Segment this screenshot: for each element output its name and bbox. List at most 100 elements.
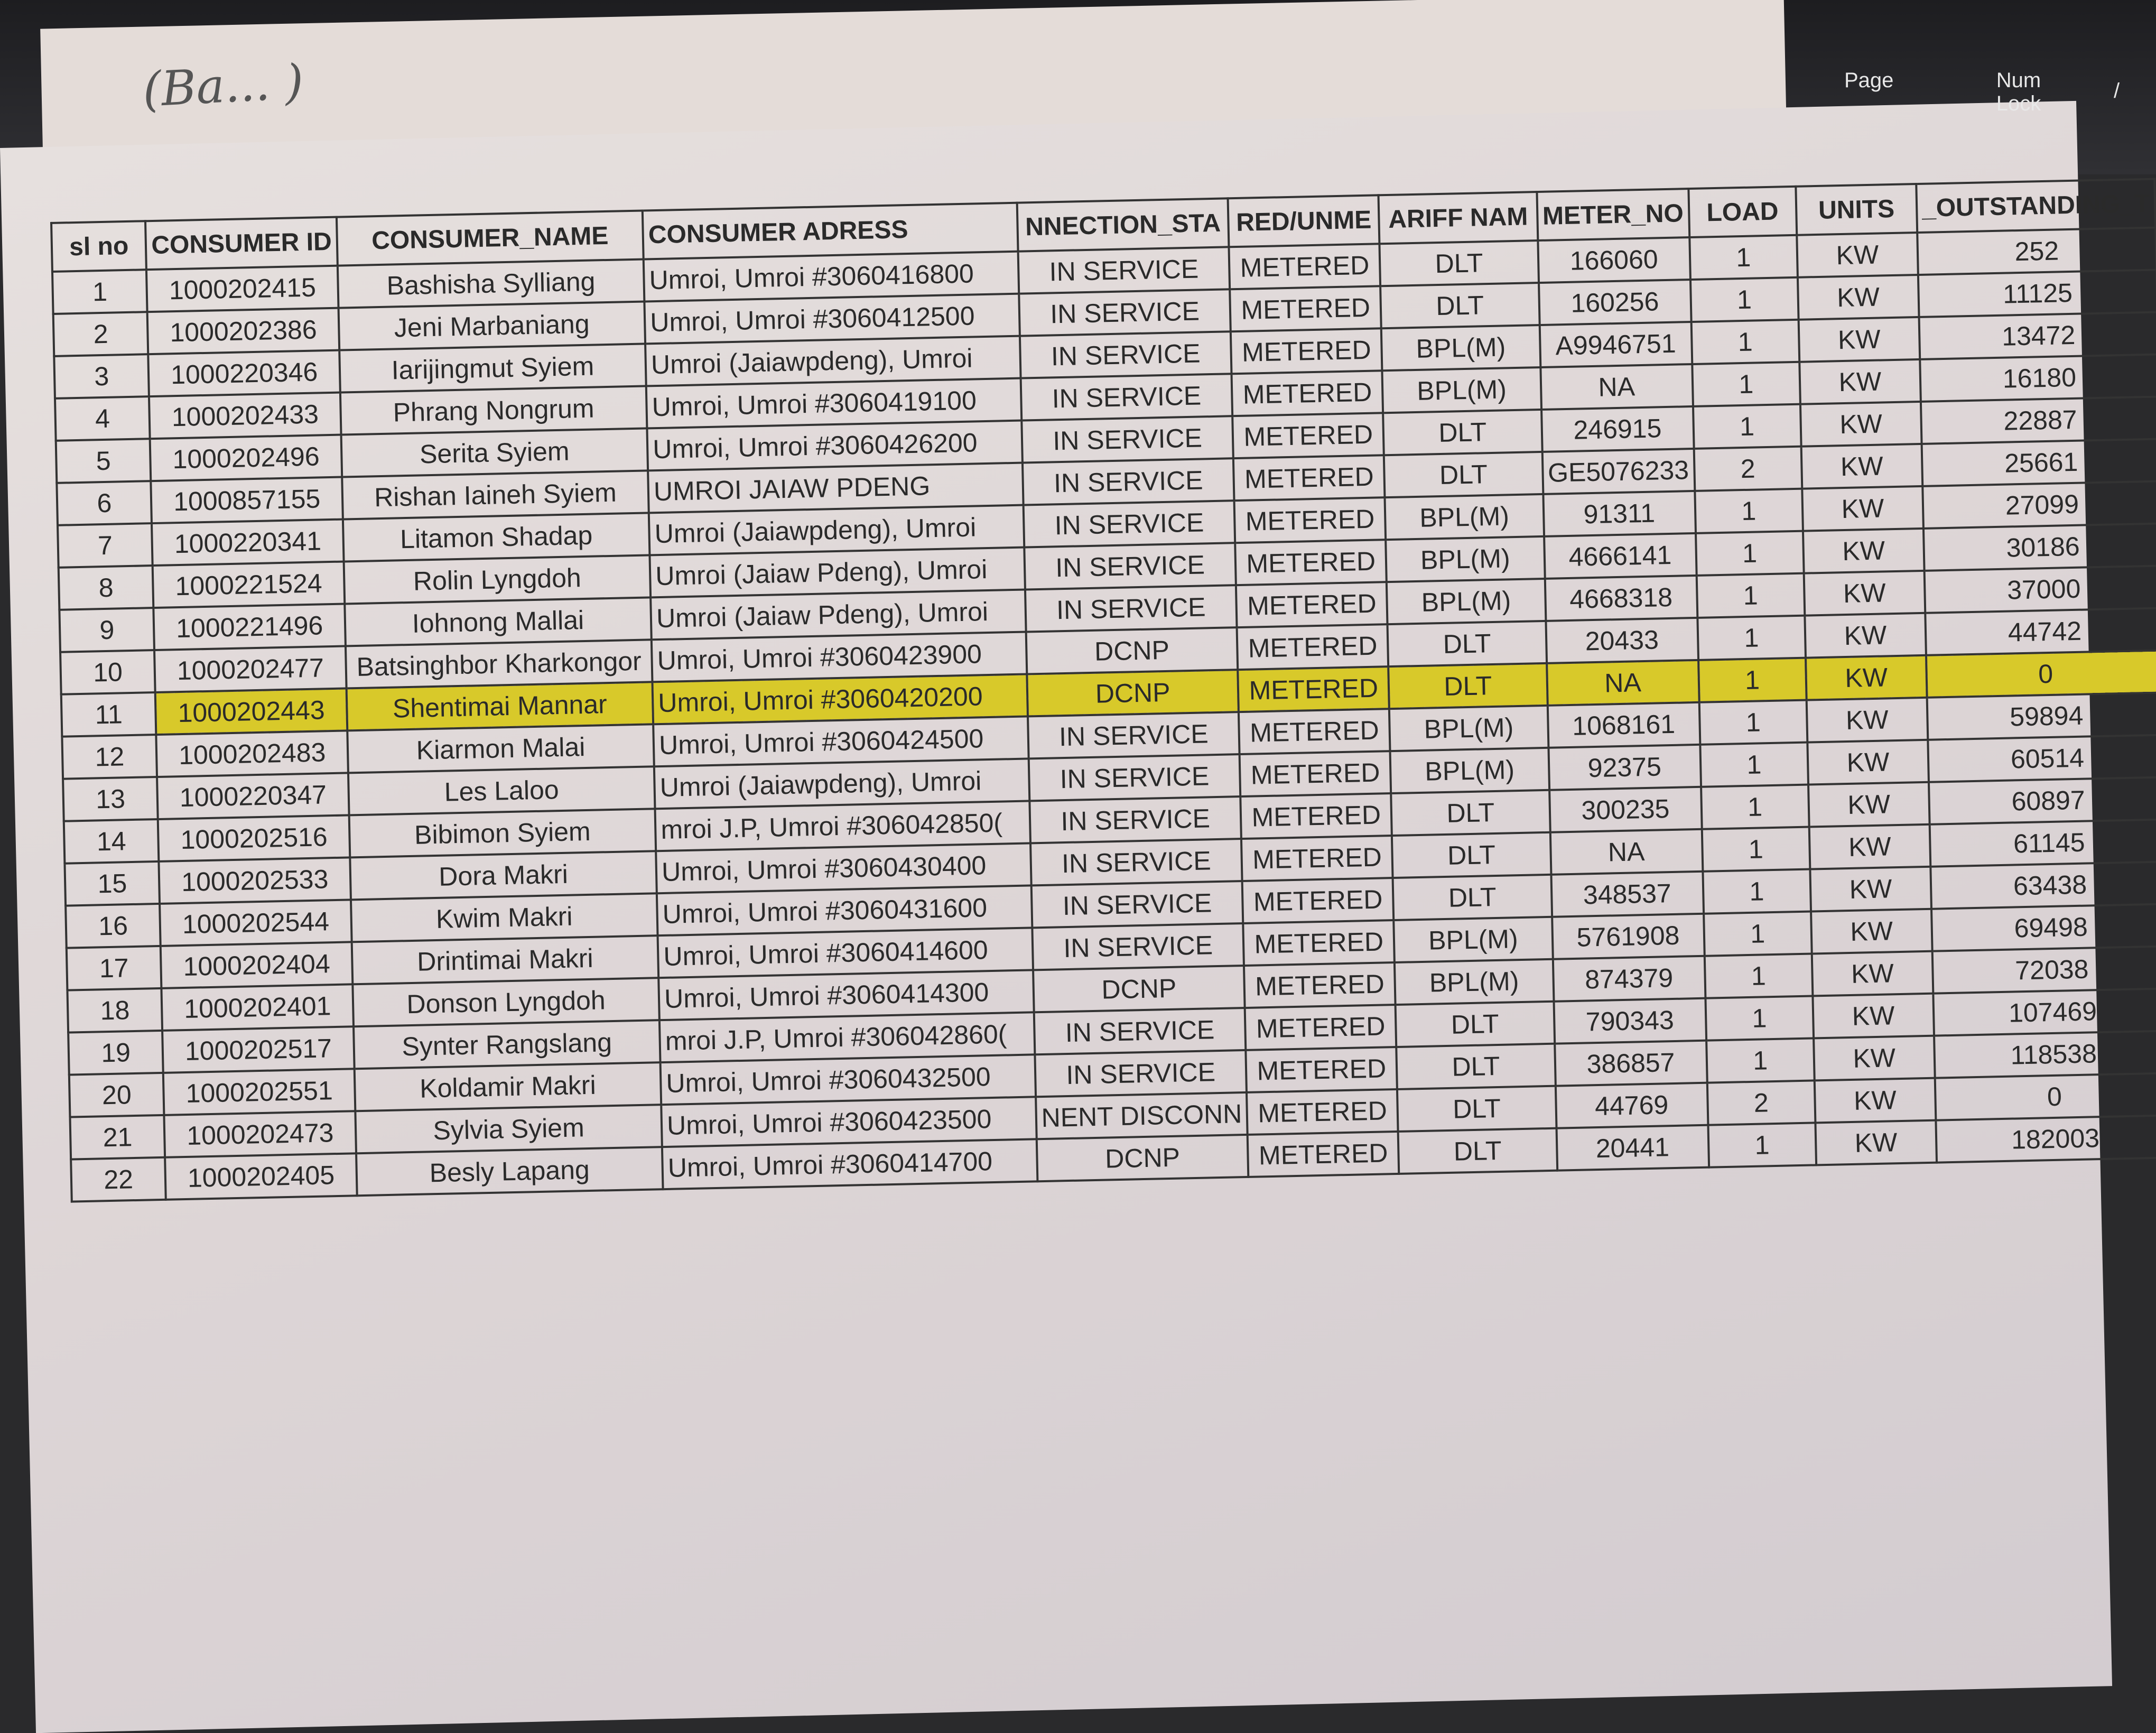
cell-load: 1 <box>1690 277 1799 322</box>
cell-consumer-id: 1000202404 <box>161 942 353 988</box>
cell-tariff-name: DLT <box>1380 283 1540 329</box>
cell-sl-no: 2 <box>53 312 148 356</box>
cell-outstanding: 0 <box>1935 1073 2156 1120</box>
cell-tariff-name: DLT <box>1387 620 1547 667</box>
cell-tariff-name: BPL(M) <box>1393 916 1553 963</box>
cell-consumer-name: Kiarmon Malai <box>347 724 654 773</box>
cell-connection-status: DCNP <box>1036 1134 1249 1182</box>
cell-consumer-id: 1000857155 <box>151 477 343 524</box>
cell-consumer-name: Les Laloo <box>348 766 655 815</box>
cell-consumer-address: Umroi, Umroi #3060426200 <box>647 420 1023 471</box>
cell-outstanding: 27099 <box>1922 481 2156 529</box>
cell-consumer-id: 1000202483 <box>156 730 348 777</box>
cell-metered: METERED <box>1248 1131 1399 1177</box>
cell-consumer-address: Umroi, Umroi #3060420200 <box>652 674 1028 725</box>
cell-consumer-name: Dora Makri <box>350 851 657 900</box>
cell-consumer-id: 1000202477 <box>154 646 347 693</box>
cell-sl-no: 7 <box>58 523 153 568</box>
slash-key: / <box>2114 79 2120 103</box>
cell-consumer-address: Umroi, Umroi #3060423500 <box>661 1097 1037 1147</box>
cell-outstanding: 72038 <box>1932 946 2156 994</box>
cell-sl-no: 20 <box>69 1072 164 1117</box>
cell-units: KW <box>1810 866 1931 912</box>
cell-tariff-name: BPL(M) <box>1395 959 1554 1005</box>
cell-connection-status: IN SERVICE <box>1024 543 1237 590</box>
cell-outstanding: 16180 <box>1920 354 2156 402</box>
column-header-connection-status: NNECTION_STA <box>1017 198 1229 252</box>
cell-outstanding: 107469 <box>1933 988 2156 1036</box>
cell-consumer-name: Rolin Lyngdoh <box>343 555 651 604</box>
cell-consumer-address: Umroi, Umroi #3060424500 <box>653 716 1029 767</box>
cell-load: 1 <box>1703 911 1812 956</box>
cell-sl-no: 8 <box>58 566 154 610</box>
cell-units: KW <box>1809 824 1931 869</box>
cell-consumer-name: Koldamir Makri <box>354 1062 662 1111</box>
cell-consumer-name: Donson Lyngdoh <box>352 978 660 1027</box>
cell-meter-no: 20433 <box>1546 617 1698 663</box>
cell-sl-no: 17 <box>66 946 162 990</box>
cell-consumer-address: Umroi, Umroi #3060416800 <box>643 251 1019 302</box>
column-header-tariff-name: ARIFF NAM <box>1378 192 1538 244</box>
cell-consumer-name: Synter Rangslang <box>353 1020 661 1069</box>
cell-units: KW <box>1801 443 1923 489</box>
cell-tariff-name: DLT <box>1383 451 1543 498</box>
cell-metered: METERED <box>1231 370 1383 416</box>
cell-load: 1 <box>1705 996 1814 1041</box>
cell-sl-no: 19 <box>68 1030 164 1075</box>
cell-load: 1 <box>1704 953 1813 998</box>
cell-metered: METERED <box>1237 624 1389 670</box>
cell-meter-no: 874379 <box>1553 956 1705 1002</box>
column-header-consumer-address: CONSUMER ADRESS <box>642 202 1018 260</box>
cell-sl-no: 5 <box>55 439 151 483</box>
cell-consumer-name: Serita Syiem <box>341 428 648 477</box>
cell-units: KW <box>1807 739 1929 785</box>
cell-outstanding: 61145 <box>1929 819 2156 867</box>
cell-consumer-name: Shentimai Mannar <box>346 682 654 731</box>
cell-consumer-id: 1000202473 <box>164 1111 356 1157</box>
cell-meter-no: 166060 <box>1537 237 1690 283</box>
cell-units: KW <box>1806 697 1928 743</box>
cell-consumer-id: 1000202544 <box>160 900 352 946</box>
cell-metered: METERED <box>1244 962 1396 1008</box>
cell-units: KW <box>1798 317 1920 362</box>
cell-connection-status: DCNP <box>1027 670 1239 717</box>
cell-outstanding: 59894 <box>1927 692 2156 740</box>
cell-consumer-name: Besly Lapang <box>356 1147 663 1196</box>
cell-sl-no: 14 <box>63 819 159 864</box>
cell-sl-no: 4 <box>54 396 151 441</box>
cell-connection-status: IN SERVICE <box>1029 796 1242 844</box>
cell-tariff-name: DLT <box>1388 663 1548 709</box>
cell-tariff-name: BPL(M) <box>1390 747 1549 794</box>
cell-consumer-address: Umroi, Umroi #3060414600 <box>657 928 1033 978</box>
cell-load: 1 <box>1697 615 1806 660</box>
cell-connection-status: IN SERVICE <box>1028 754 1241 801</box>
cell-units: KW <box>1797 274 1919 320</box>
cell-consumer-address: Umroi, Umroi #3060414700 <box>662 1139 1038 1190</box>
column-header-consumer-id: CONSUMER ID <box>145 217 338 270</box>
cell-load: 1 <box>1698 657 1807 702</box>
cell-consumer-id: 1000202551 <box>163 1069 356 1115</box>
cell-sl-no: 13 <box>63 776 159 821</box>
cell-consumer-address: Umroi, Umroi #3060414300 <box>658 970 1034 1021</box>
column-header-units: UNITS <box>1796 184 1917 235</box>
cell-metered: METERED <box>1234 497 1386 543</box>
cell-tariff-name: BPL(M) <box>1384 494 1544 540</box>
cell-consumer-name: Batsinghbor Kharkongor <box>345 640 653 689</box>
cell-meter-no: A9946751 <box>1539 322 1692 368</box>
cell-tariff-name: BPL(M) <box>1386 578 1546 625</box>
cell-units: KW <box>1815 1120 1937 1165</box>
cell-consumer-id: 1000202415 <box>146 265 339 312</box>
page-key: Page <box>1844 69 1894 92</box>
cell-connection-status: DCNP <box>1033 965 1246 1013</box>
cell-outstanding: 13472 <box>1919 312 2156 359</box>
cell-consumer-id: 1000202533 <box>159 857 351 904</box>
cell-consumer-id: 1000202386 <box>147 308 339 355</box>
cell-meter-no: 246915 <box>1541 406 1694 452</box>
cell-meter-no: 160256 <box>1538 280 1692 326</box>
cell-meter-no: NA <box>1550 829 1703 875</box>
cell-connection-status: IN SERVICE <box>1027 712 1240 759</box>
cell-consumer-name: Jeni Marbaniang <box>338 301 646 350</box>
cell-outstanding: 69498 <box>1931 904 2156 951</box>
cell-sl-no: 12 <box>62 735 157 779</box>
cell-sl-no: 3 <box>54 354 150 399</box>
